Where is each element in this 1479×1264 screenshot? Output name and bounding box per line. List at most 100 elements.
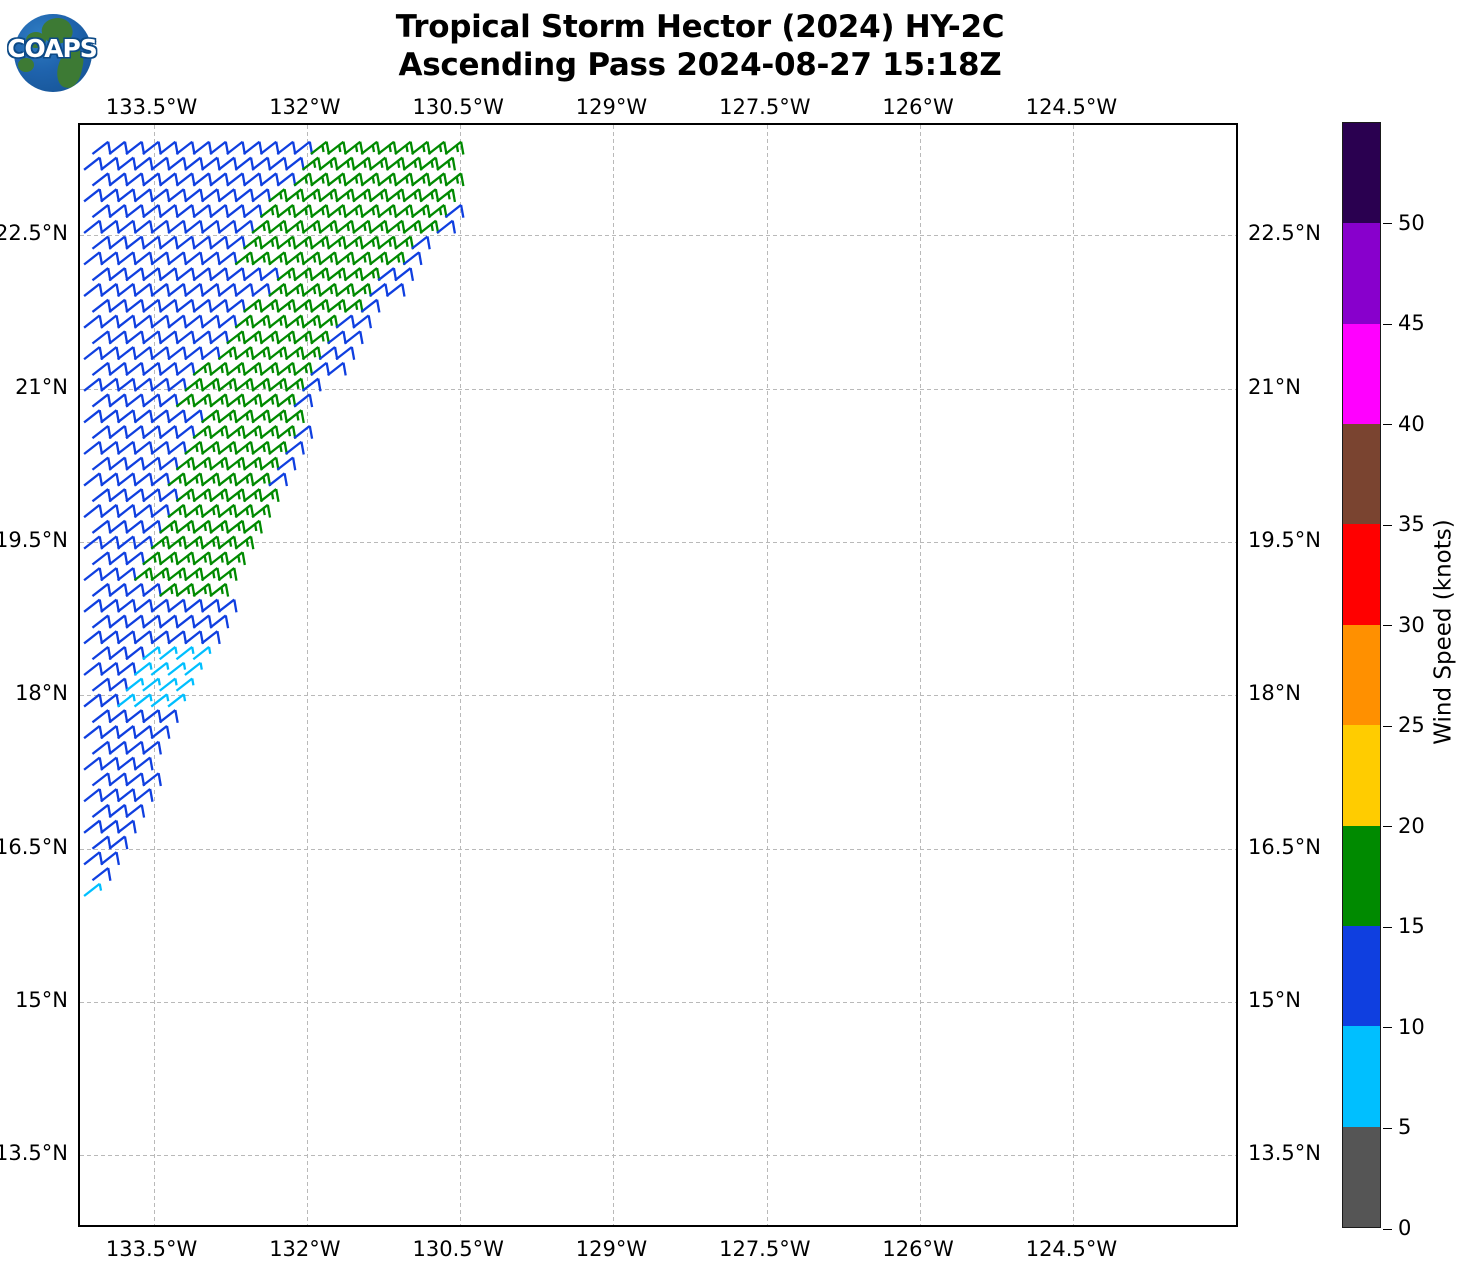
wind-barb xyxy=(284,282,305,297)
wind-barb xyxy=(125,740,146,755)
wind-barb xyxy=(133,188,154,203)
wind-barb xyxy=(234,409,255,424)
lat-tick-left-1: 21°N xyxy=(15,374,68,399)
lat-tick-right-5: 15°N xyxy=(1248,988,1301,1013)
wind-barb xyxy=(310,267,331,282)
wind-barb xyxy=(175,235,196,250)
wind-barb xyxy=(268,440,289,455)
wind-barb xyxy=(226,267,246,282)
wind-barb xyxy=(83,725,104,740)
wind-barb xyxy=(200,377,221,392)
wind-barb xyxy=(259,235,280,250)
wind-barb xyxy=(167,693,187,708)
wind-barb xyxy=(251,409,272,424)
wind-barb xyxy=(259,330,280,345)
wind-barb xyxy=(352,282,373,297)
colorbar-tick-45: 45 xyxy=(1383,311,1425,335)
gridline-vertical xyxy=(613,125,615,1225)
wind-barb xyxy=(125,614,146,629)
wind-barb xyxy=(444,140,465,155)
wind-barb xyxy=(83,567,104,582)
wind-barb xyxy=(175,172,196,187)
wind-barb xyxy=(352,156,373,171)
wind-barb xyxy=(284,346,305,361)
wind-barb xyxy=(327,298,347,313)
wind-barb xyxy=(100,788,120,803)
wind-barb xyxy=(192,488,213,503)
wind-barb xyxy=(167,219,188,234)
wind-barb xyxy=(108,361,129,376)
wind-barb xyxy=(318,188,339,203)
wind-barb xyxy=(444,204,465,219)
wind-barb xyxy=(327,330,347,345)
wind-barb xyxy=(83,882,103,897)
wind-barb xyxy=(352,314,373,329)
colorbar-band-5-10 xyxy=(1343,1026,1380,1127)
wind-barb xyxy=(91,582,112,597)
wind-barb xyxy=(116,472,137,487)
wind-barb xyxy=(133,535,154,550)
wind-barb xyxy=(184,188,205,203)
wind-barb xyxy=(259,425,280,440)
wind-barb xyxy=(100,630,120,645)
wind-barb xyxy=(116,788,137,803)
wind-barb xyxy=(436,188,457,203)
globe-icon xyxy=(14,14,92,92)
wind-barb xyxy=(284,188,305,203)
wind-barb xyxy=(159,235,179,250)
wind-barb xyxy=(192,393,213,408)
colorbar-band-25-30 xyxy=(1343,624,1380,726)
wind-barb xyxy=(259,393,280,408)
wind-barb xyxy=(209,330,230,345)
wind-barb xyxy=(200,440,221,455)
wind-barb xyxy=(91,772,112,787)
wind-barb xyxy=(251,440,272,455)
wind-barb xyxy=(100,567,120,582)
wind-barb xyxy=(83,219,104,234)
wind-barb xyxy=(167,314,188,329)
wind-barb xyxy=(343,204,364,219)
wind-barb xyxy=(243,204,263,219)
wind-barb xyxy=(91,267,112,282)
wind-barb xyxy=(268,346,289,361)
wind-barb xyxy=(419,188,440,203)
colorbar-tick-0: 0 xyxy=(1383,1216,1411,1240)
wind-barb xyxy=(100,472,120,487)
wind-barb xyxy=(276,204,297,219)
wind-barb xyxy=(83,282,104,297)
wind-barb xyxy=(385,219,406,234)
wind-barb xyxy=(335,251,356,266)
wind-barb xyxy=(100,219,120,234)
wind-barb xyxy=(243,267,263,282)
wind-barb xyxy=(377,267,398,282)
wind-barb xyxy=(159,709,179,724)
lat-tick-left-6: 13.5°N xyxy=(0,1141,68,1166)
wind-barb xyxy=(276,267,297,282)
wind-barb xyxy=(301,346,322,361)
wind-barb xyxy=(226,204,246,219)
colorbar-tick-10: 10 xyxy=(1383,1015,1425,1039)
wind-barb xyxy=(108,456,129,471)
wind-barb xyxy=(360,235,381,250)
wind-barb xyxy=(159,393,179,408)
wind-barb xyxy=(259,140,280,155)
wind-barb xyxy=(318,251,339,266)
wind-barb xyxy=(133,756,154,771)
colorbar-tick-35: 35 xyxy=(1383,512,1425,536)
wind-barb xyxy=(133,630,154,645)
wind-barb xyxy=(100,156,120,171)
wind-barb xyxy=(133,346,154,361)
wind-barb xyxy=(444,172,465,187)
wind-barb xyxy=(91,204,112,219)
wind-barb xyxy=(259,488,280,503)
wind-barb xyxy=(100,503,120,519)
wind-barb xyxy=(108,772,129,787)
wind-barb xyxy=(159,330,179,345)
wind-barb xyxy=(116,661,137,676)
wind-barb xyxy=(276,425,297,440)
wind-barb xyxy=(175,646,195,661)
wind-barb xyxy=(133,314,154,329)
lon-tick-top-1: 132°W xyxy=(269,95,341,119)
wind-barb xyxy=(284,156,305,171)
wind-barb xyxy=(116,756,137,771)
